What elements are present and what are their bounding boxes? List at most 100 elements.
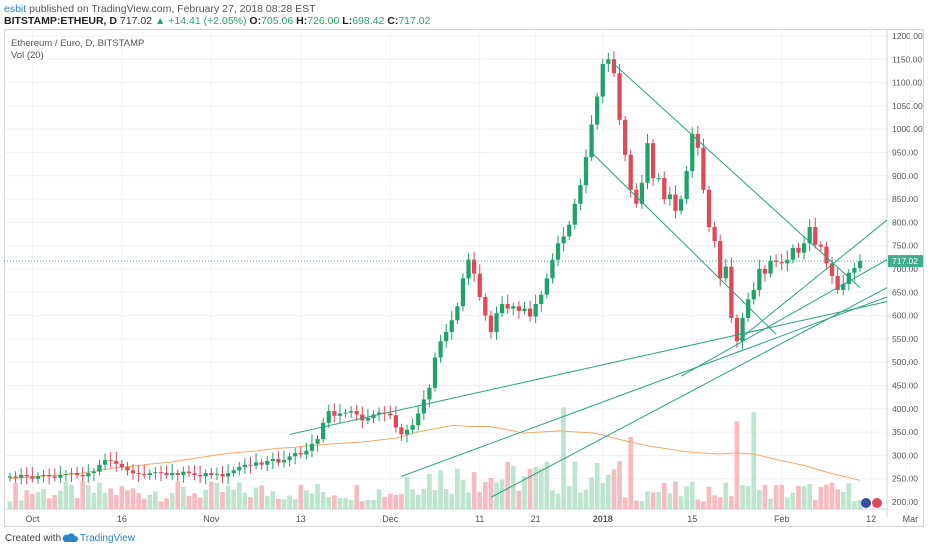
publish-header: esbit published on TradingView.com, Febr… <box>0 0 932 28</box>
candle-body <box>376 412 382 415</box>
volume-bar <box>382 496 388 509</box>
candle-body <box>130 470 136 474</box>
candle-body <box>265 461 270 465</box>
chart-legend: Ethereum / Euro, D, BITSTAMP Vol (20) <box>11 38 144 62</box>
volume-bar <box>404 477 410 509</box>
candle-body <box>231 470 236 474</box>
candle-body <box>841 283 846 290</box>
candle-body <box>147 473 152 475</box>
candle-body <box>796 248 801 253</box>
volume-bar <box>852 501 857 509</box>
y-tick-label: 900.00 <box>892 171 918 181</box>
volume-bar <box>729 496 734 509</box>
volume-bar <box>276 498 281 509</box>
y-tick-label: 550.00 <box>892 334 918 344</box>
volume-bar <box>701 501 706 509</box>
volume-bar <box>533 467 539 509</box>
volume-bar <box>516 490 522 509</box>
volume-bar <box>354 485 360 509</box>
y-tick-label: 450.00 <box>892 381 918 391</box>
volume-bar <box>343 498 348 509</box>
volume-bar <box>717 497 723 509</box>
cloud-icon <box>62 533 78 542</box>
volume-bar <box>18 500 24 509</box>
volume-bar <box>63 481 69 509</box>
volume-bar <box>203 489 209 509</box>
volume-bar <box>427 473 432 509</box>
candle-body <box>678 199 684 211</box>
volume-bar <box>365 499 371 509</box>
candle-body <box>388 413 393 416</box>
candle-body <box>829 263 835 276</box>
low-label: L: <box>342 15 353 27</box>
candle-body <box>58 474 63 478</box>
volume-bar <box>309 493 315 509</box>
volume-bar <box>617 461 622 509</box>
candle-body <box>773 260 779 263</box>
candle-body <box>287 456 292 461</box>
trendline <box>680 259 888 377</box>
open-value: 705.06 <box>261 15 294 27</box>
y-tick-label: 1100.00 <box>892 78 922 88</box>
volume-bar <box>488 477 494 509</box>
volume-bar <box>24 490 30 509</box>
candle-body <box>225 473 231 477</box>
candle-body <box>527 308 533 317</box>
volume-bar <box>751 411 757 509</box>
close-value: 717.02 <box>398 15 431 27</box>
volume-bar <box>706 486 712 509</box>
candle-body <box>153 472 158 474</box>
candle-body <box>550 259 555 279</box>
candle-body <box>824 246 829 264</box>
candle-body <box>656 178 661 180</box>
volume-bar <box>153 491 158 509</box>
candle-body <box>684 171 689 200</box>
volume-bar <box>85 485 91 509</box>
candle-body <box>421 399 426 414</box>
volume-bar <box>192 493 197 509</box>
candle-body <box>768 260 773 274</box>
candle-body <box>393 415 398 428</box>
ohlc-line: BITSTAMP:ETHEUR, D 717.02 ▲ +14.41 (+2.0… <box>4 15 430 27</box>
tradingview-logo[interactable]: TradingView <box>62 533 135 544</box>
candle-body <box>309 443 315 451</box>
candle-body <box>80 474 85 477</box>
candle-body <box>494 313 499 332</box>
volume-bar <box>292 499 298 509</box>
price-chart[interactable]: 1200.00 1150.00 1100.00 1050.00 1000.00 950.0… <box>4 29 924 527</box>
candle-body <box>483 296 488 316</box>
candle-body <box>650 143 656 179</box>
candle-body <box>164 473 169 475</box>
trendline <box>613 63 861 289</box>
author-link[interactable]: esbit <box>4 3 27 15</box>
volume-bar <box>415 494 421 509</box>
volume-bar <box>337 498 343 509</box>
volume-bar <box>812 499 818 509</box>
legend-title: Ethereum / Euro, D, BITSTAMP <box>11 38 145 49</box>
volume-bar <box>164 498 169 509</box>
volume-bar <box>399 494 404 509</box>
volume-bar <box>566 486 572 509</box>
volume-bar <box>421 488 427 509</box>
volume-bar <box>125 490 130 509</box>
volume-bar <box>538 468 544 509</box>
candle-body <box>533 303 538 317</box>
candle-body <box>466 259 471 279</box>
volume-bar <box>248 497 253 509</box>
candle-body <box>734 317 740 342</box>
volume-bar <box>231 489 237 509</box>
candle-body <box>242 464 247 468</box>
volume-bar <box>835 489 840 509</box>
candle-body <box>35 475 41 479</box>
candle-body <box>410 425 415 430</box>
volume-bar <box>594 463 600 509</box>
candle-body <box>617 73 622 120</box>
volume-bar <box>790 492 796 509</box>
volume-bar <box>225 485 231 509</box>
volume-bar <box>801 485 807 509</box>
y-tick-label: 600.00 <box>892 311 918 321</box>
volume-bar <box>589 477 594 509</box>
candle-body <box>315 439 320 444</box>
x-tick-label: 15 <box>687 514 697 524</box>
volume-bar <box>175 481 181 509</box>
